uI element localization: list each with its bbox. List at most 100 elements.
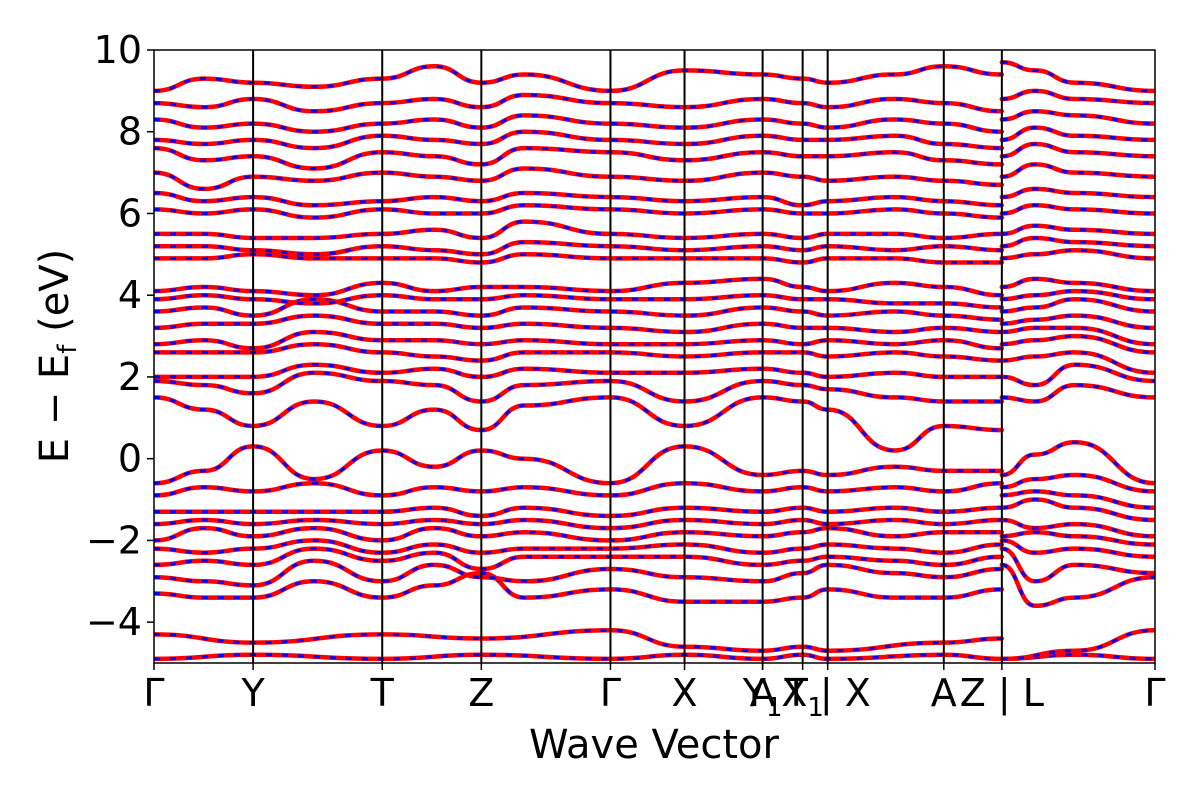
x-tick-label: X xyxy=(672,671,698,715)
band-line-up xyxy=(154,538,1005,555)
kpoint-lines xyxy=(252,50,1003,663)
band-line-down xyxy=(154,653,1002,661)
y-axis-label-main: E − E xyxy=(32,354,78,464)
band-line-down xyxy=(1001,334,1155,354)
band-line-up xyxy=(999,162,1155,179)
band-line-down xyxy=(154,363,1002,379)
band-line-down xyxy=(1001,60,1155,93)
band-line-down xyxy=(1001,383,1155,404)
band-line-down xyxy=(1001,314,1155,330)
band-line-down xyxy=(154,518,1002,530)
band-line-down xyxy=(154,506,1002,518)
band-line-down xyxy=(154,559,1002,587)
band-line-up xyxy=(154,145,1005,171)
band-line-down xyxy=(154,252,1002,265)
band-line-down xyxy=(154,330,1002,350)
band-line-up xyxy=(999,546,1155,584)
band-line-up xyxy=(154,558,1005,588)
band-line-down xyxy=(1001,326,1155,346)
band-line-up xyxy=(154,570,1005,604)
band-line-down xyxy=(154,444,1002,485)
band-line-up xyxy=(154,525,1005,543)
band-line-up xyxy=(154,92,1005,114)
x-tick-label: X1 xyxy=(781,671,824,723)
band-line-down xyxy=(1001,277,1155,293)
band-line-up xyxy=(154,313,1005,335)
band-line-down xyxy=(154,342,1002,363)
band-line-up xyxy=(154,370,1005,404)
band-line-down xyxy=(154,93,1002,113)
x-tick-label: Γ xyxy=(1144,671,1165,715)
band-line-down xyxy=(1001,162,1155,179)
x-tick-label: T xyxy=(370,671,395,715)
y-tick-label: 10 xyxy=(94,28,142,72)
band-line-up xyxy=(154,219,1005,241)
band-line-down xyxy=(1001,538,1155,559)
band-line-down xyxy=(1001,126,1155,142)
band-line-down xyxy=(1001,518,1155,538)
x-tick-label: A xyxy=(931,671,957,715)
band-line-down xyxy=(1001,473,1155,493)
band-line-down xyxy=(1001,530,1155,546)
band-line-down xyxy=(154,203,1002,220)
band-line-down xyxy=(1001,109,1155,126)
band-line-down xyxy=(1001,363,1155,387)
y-tick-label: 4 xyxy=(118,273,142,317)
band-line-up xyxy=(154,113,1005,134)
band-line-down xyxy=(154,481,1002,497)
band-line-down xyxy=(1001,440,1155,485)
band-line-down xyxy=(1001,142,1155,158)
y-tick-label: 8 xyxy=(118,110,142,154)
band-line-down xyxy=(1001,289,1155,301)
y-axis-label-sub: f xyxy=(53,344,83,354)
band-line-up xyxy=(154,129,1005,151)
x-axis-label: Wave Vector xyxy=(529,722,780,768)
y-tick-label: 0 xyxy=(118,437,142,481)
band-line-down xyxy=(1001,297,1155,313)
band-line-down xyxy=(154,314,1002,334)
band-line-down xyxy=(1001,497,1155,522)
band-line-down xyxy=(1001,628,1155,661)
x-tick-label: Γ xyxy=(143,671,164,715)
x-tick-label: Z xyxy=(468,671,494,715)
band-line-down xyxy=(154,191,1002,207)
plot-frame xyxy=(153,49,1156,664)
band-line-down xyxy=(154,395,1002,453)
y-axis: −4 −2 0 2 4 6 8 10 xyxy=(86,28,154,644)
band-line-down xyxy=(154,547,1002,571)
x-tick-label: T | X xyxy=(784,671,871,716)
band-line-up xyxy=(999,60,1155,94)
band-line-down xyxy=(1001,236,1155,248)
band-line-down xyxy=(154,240,1002,256)
x-tick-label: A xyxy=(750,671,776,715)
y-axis-label: E − Ef (eV) xyxy=(32,249,83,464)
band-line-up xyxy=(999,141,1155,159)
x-tick-label: Y1 xyxy=(742,671,783,723)
band-line-down xyxy=(154,130,1002,150)
band-line-down xyxy=(154,371,1002,404)
y-tick-label: −4 xyxy=(86,600,142,644)
band-line-up xyxy=(154,166,1005,192)
x-tick-label: Γ xyxy=(600,671,621,715)
y-tick-label: −2 xyxy=(86,518,142,562)
band-line-up xyxy=(154,276,1005,298)
band-line-down xyxy=(1001,224,1155,236)
band-line-down xyxy=(1001,203,1155,215)
band-line-down xyxy=(1001,489,1155,510)
band-line-down xyxy=(154,293,1002,309)
y-axis-label-unit: (eV) xyxy=(32,249,78,345)
band-line-down xyxy=(1001,350,1155,375)
y-tick-label: 2 xyxy=(118,355,142,399)
band-line-down xyxy=(1001,89,1155,105)
y-tick-label: 6 xyxy=(118,191,142,235)
band-line-down xyxy=(1001,248,1155,260)
x-tick-label: Y xyxy=(240,671,265,715)
band-line-down xyxy=(154,628,1002,653)
band-line-down xyxy=(154,64,1002,93)
band-line-up xyxy=(154,297,1005,322)
band-line-down xyxy=(1001,563,1155,608)
band-line-up xyxy=(999,125,1155,143)
x-tick-label: Z | L xyxy=(960,671,1044,716)
